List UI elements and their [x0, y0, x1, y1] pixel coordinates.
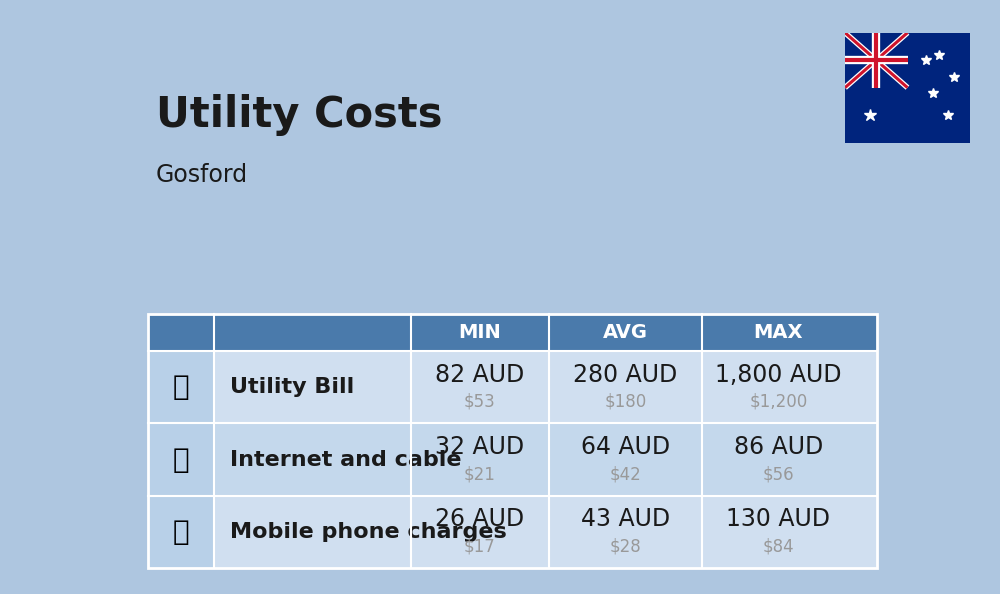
- Text: 82 AUD: 82 AUD: [435, 362, 524, 387]
- Text: $21: $21: [464, 465, 496, 484]
- Text: Mobile phone charges: Mobile phone charges: [230, 522, 506, 542]
- Text: 86 AUD: 86 AUD: [734, 435, 823, 459]
- Text: 1,800 AUD: 1,800 AUD: [715, 362, 842, 387]
- FancyBboxPatch shape: [214, 424, 877, 496]
- Text: $1,200: $1,200: [749, 393, 808, 411]
- Text: $53: $53: [464, 393, 496, 411]
- Text: 📱: 📱: [173, 518, 189, 546]
- Text: 📶: 📶: [173, 446, 189, 473]
- FancyBboxPatch shape: [843, 30, 972, 146]
- Text: $56: $56: [763, 465, 794, 484]
- FancyBboxPatch shape: [148, 424, 214, 496]
- Text: Utility Bill: Utility Bill: [230, 377, 354, 397]
- Text: 32 AUD: 32 AUD: [435, 435, 524, 459]
- Text: $17: $17: [464, 538, 496, 555]
- Text: Utility Costs: Utility Costs: [156, 94, 442, 136]
- FancyBboxPatch shape: [148, 351, 214, 424]
- FancyBboxPatch shape: [148, 496, 214, 568]
- Text: 280 AUD: 280 AUD: [573, 362, 678, 387]
- Text: 64 AUD: 64 AUD: [581, 435, 670, 459]
- FancyBboxPatch shape: [214, 496, 877, 568]
- Text: 💡: 💡: [173, 374, 189, 402]
- Text: $84: $84: [763, 538, 794, 555]
- FancyBboxPatch shape: [148, 314, 877, 351]
- FancyBboxPatch shape: [214, 351, 877, 424]
- Text: 130 AUD: 130 AUD: [726, 507, 830, 531]
- Text: Internet and cable: Internet and cable: [230, 450, 461, 470]
- Text: Gosford: Gosford: [156, 163, 248, 187]
- Text: $28: $28: [610, 538, 641, 555]
- Text: MAX: MAX: [754, 323, 803, 342]
- Text: AVG: AVG: [603, 323, 648, 342]
- Text: $42: $42: [610, 465, 641, 484]
- Text: MIN: MIN: [458, 323, 501, 342]
- Text: 26 AUD: 26 AUD: [435, 507, 524, 531]
- Text: 43 AUD: 43 AUD: [581, 507, 670, 531]
- Text: $180: $180: [604, 393, 647, 411]
